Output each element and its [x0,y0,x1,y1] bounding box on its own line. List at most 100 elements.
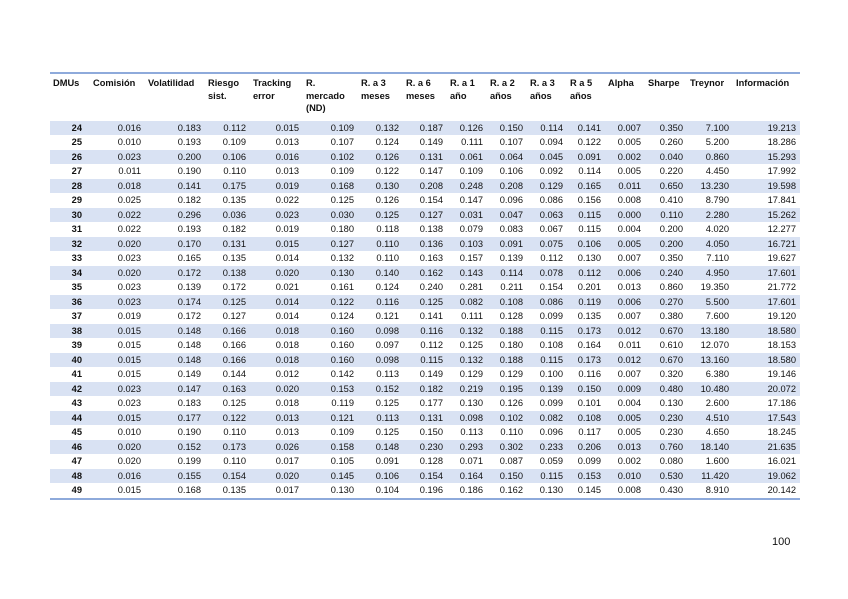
table-cell: 0.160 [330,325,354,336]
table-cell: 0.013 [275,427,299,437]
table-cell: 0.160 [330,354,354,365]
table-cell: 0.183 [177,398,201,408]
table-cell: 0.148 [375,441,399,452]
table-cell: 0.174 [177,296,201,307]
table-cell: 0.019 [275,180,299,191]
table-cell: 0.149 [177,369,201,379]
table-cell: 0.115 [578,209,601,220]
table-row: 42 0.023 0.147 0.163 0.020 0.153 0.152 0.182 0.2… [50,381,800,396]
table-cell: 0.102 [330,151,354,162]
table-cell: 0.122 [222,412,246,423]
column-header: Tracking error [253,78,292,101]
column-header: Información [736,78,790,88]
table-cell: 0.166 [222,325,246,336]
table-cell: 0.135 [222,253,246,263]
table-cell: 0.187 [419,122,443,133]
table-cell: 0.064 [499,151,523,162]
table-cell: 0.010 [117,427,141,437]
table-cell: 0.610 [659,340,683,350]
table-cell: 0.110 [376,253,399,263]
table-cell: 0.008 [617,485,641,495]
table-cell: 0.149 [419,137,443,147]
table-cell: 0.154 [222,470,246,481]
table-cell: 0.015 [117,325,141,336]
table-cell: 0.094 [539,137,563,147]
table-cell: 0.183 [177,122,201,133]
table-cell: 0.063 [539,209,563,220]
table-cell: 0.163 [419,253,443,263]
table-cell: 0.130 [539,485,563,495]
table-cell: 0.143 [459,267,483,278]
table-cell: 0.091 [375,456,399,466]
table-cell: 0.240 [419,282,443,292]
table-cell: 0.023 [117,383,141,394]
table-cell: 0.125 [330,195,354,205]
table-cell: 0.005 [617,137,641,147]
table-cell: 0.148 [177,354,201,365]
table-cell: 0.096 [499,195,523,205]
table-row: 43 0.023 0.183 0.125 0.018 0.119 0.125 0.177 0.1… [50,396,800,411]
dmu-id-cell: 31 [71,224,82,234]
table-cell: 0.020 [275,267,299,278]
table-cell: 0.108 [539,340,563,350]
table-cell: 0.140 [375,267,399,278]
table-cell: 0.177 [419,398,443,408]
table-cell: 0.154 [419,470,443,481]
table-cell: 0.015 [117,485,141,495]
table-cell: 0.162 [499,485,523,495]
table-cell: 0.015 [275,122,299,133]
page-number: 100 [772,536,791,548]
table-cell: 0.168 [177,485,201,495]
dmu-id-cell: 49 [71,485,82,495]
table-cell: 0.127 [330,238,354,249]
table-cell: 0.098 [459,412,483,423]
table-cell: 0.199 [177,456,201,466]
table-cell: 0.020 [117,238,141,249]
table-cell: 0.130 [375,180,399,191]
table-cell: 0.135 [222,195,246,205]
table-cell: 0.075 [539,238,563,249]
table-cell: 21.772 [767,282,796,292]
table-cell: 0.013 [275,137,299,147]
table-row: 36 0.023 0.174 0.125 0.014 0.122 0.116 0.125 0.0… [50,294,800,309]
dmu-id-cell: 34 [71,267,82,278]
table-cell: 0.144 [222,369,246,379]
table-cell: 0.121 [375,311,399,321]
table-cell: 5.500 [705,296,729,307]
dmu-id-cell: 38 [71,325,82,336]
table-cell: 0.180 [499,340,523,350]
table-cell: 0.130 [577,253,601,263]
table-cell: 4.650 [705,427,729,437]
table-cell: 0.172 [177,311,201,321]
table-cell: 0.182 [222,224,246,234]
table-cell: 17.601 [767,296,796,307]
table-cell: 0.017 [275,485,299,495]
table-cell: 18.286 [767,137,796,147]
table-cell: 0.114 [578,166,601,176]
table-cell: 0.130 [659,398,683,408]
table-cell: 19.350 [700,282,729,292]
dmu-id-cell: 24 [71,122,82,133]
table-cell: 0.092 [539,166,563,176]
table-cell: 0.079 [459,224,483,234]
table-cell: 0.131 [419,412,443,423]
table-cell: 0.129 [539,180,563,191]
table-row: 31 0.022 0.193 0.182 0.019 0.180 0.118 0.138 0.0… [50,222,800,237]
table-cell: 0.101 [577,398,601,408]
table-cell: 0.105 [330,456,354,466]
table-cell: 0.125 [222,398,246,408]
table-cell: 0.125 [375,398,399,408]
table-cell: 0.172 [177,267,201,278]
table-cell: 0.004 [617,398,641,408]
table-cell: 0.036 [222,209,246,220]
table-cell: 0.196 [419,485,443,495]
table-cell: 0.110 [660,209,683,220]
table-cell: 0.019 [275,224,299,234]
table-cell: 0.126 [459,122,483,133]
table-cell: 0.125 [419,296,443,307]
column-header: R. a 1 año [450,78,475,101]
table-cell: 0.002 [617,456,641,466]
table-cell: 0.116 [578,369,601,379]
table-cell: 0.082 [459,296,483,307]
table-cell: 0.122 [330,296,354,307]
